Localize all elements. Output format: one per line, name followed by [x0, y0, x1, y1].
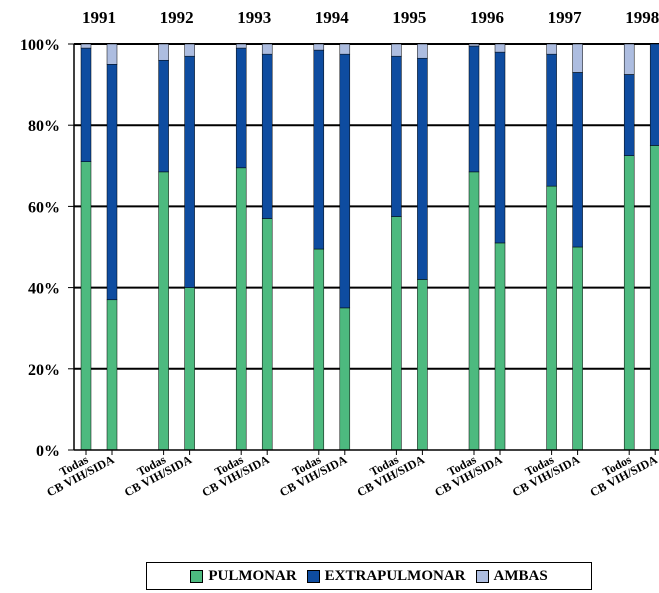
y-tick-label: 80%	[28, 118, 60, 135]
legend-item-extrapulmonar: EXTRAPULMONAR	[306, 567, 466, 585]
bar-segment-ambas	[417, 43, 428, 59]
bar-segment-pulmonar	[391, 216, 402, 451]
bar-segment-pulmonar	[80, 161, 92, 451]
bar-segment-pulmonar	[417, 279, 428, 451]
bar-segment-extrapulmonar	[80, 47, 92, 162]
bar-segment-extrapulmonar	[468, 45, 480, 173]
year-label: 1995	[392, 8, 426, 27]
bar-segment-pulmonar	[468, 171, 480, 451]
bar-segment-extrapulmonar	[623, 74, 635, 156]
bar-segment-ambas	[106, 43, 118, 65]
y-tick-labels: 0% 20% 40% 60% 80% 100%	[20, 37, 60, 460]
bar-segment-ambas	[235, 43, 247, 49]
bar-segment-extrapulmonar	[649, 43, 659, 146]
year-label: 1992	[160, 8, 194, 27]
year-label: 1991	[82, 8, 116, 27]
legend: PULMONAR EXTRAPULMONAR AMBAS	[146, 562, 592, 590]
grid-lines	[74, 43, 659, 370]
bar-segment-pulmonar	[313, 248, 325, 451]
bar-segment-extrapulmonar	[261, 53, 273, 219]
bar-segment-pulmonar	[546, 185, 557, 451]
bar-segment-ambas	[468, 43, 480, 47]
bar-segment-pulmonar	[261, 218, 273, 451]
bar-segment-pulmonar	[184, 287, 195, 451]
bar-segment-ambas	[184, 43, 195, 57]
y-tick-label: 20%	[28, 362, 60, 379]
legend-label-ambas: AMBAS	[493, 567, 548, 584]
bar-segment-extrapulmonar	[339, 53, 351, 309]
bar-segment-pulmonar	[106, 299, 118, 451]
year-label: 1994	[315, 8, 350, 27]
bar-segment-extrapulmonar	[184, 55, 195, 288]
bar-segment-ambas	[391, 43, 402, 57]
year-label: 1998	[625, 8, 659, 27]
year-label: 1996	[470, 8, 504, 27]
year-labels: 1991 1992 1993 1994 1995 1996 1997 1998	[82, 8, 659, 27]
legend-item-ambas: AMBAS	[475, 567, 548, 585]
year-label: 1993	[237, 8, 271, 27]
y-tick-label: 60%	[28, 199, 60, 216]
bar-segment-extrapulmonar	[158, 59, 169, 173]
bar-segment-pulmonar	[339, 307, 351, 451]
bar-segment-pulmonar	[623, 155, 635, 451]
extrapulmonar-swatch	[306, 569, 320, 583]
bar-segment-extrapulmonar	[546, 53, 557, 187]
bar-segment-ambas	[546, 43, 557, 55]
bar-segment-pulmonar	[494, 242, 506, 451]
bar-segment-pulmonar	[158, 171, 169, 451]
bar-segment-pulmonar	[572, 246, 583, 451]
legend-label-pulmonar: PULMONAR	[208, 567, 297, 584]
bar-segment-ambas	[313, 43, 325, 51]
bar-segment-pulmonar	[649, 145, 659, 451]
pulmonar-swatch	[190, 569, 204, 583]
bar-segment-extrapulmonar	[106, 64, 118, 301]
bar-segment-extrapulmonar	[313, 49, 325, 250]
bar-segment-extrapulmonar	[417, 57, 428, 280]
y-tick-label: 40%	[28, 281, 60, 298]
bar-segment-ambas	[261, 43, 273, 55]
y-tick-label: 100%	[20, 37, 60, 54]
bar-segment-ambas	[494, 43, 506, 53]
bar-segment-ambas	[623, 43, 635, 75]
bar-segment-ambas	[80, 43, 92, 49]
bar-segment-pulmonar	[235, 167, 247, 451]
legend-item-pulmonar: PULMONAR	[190, 567, 297, 585]
bar-segment-extrapulmonar	[572, 72, 583, 248]
year-label: 1997	[548, 8, 583, 27]
legend-label-extrapulmonar: EXTRAPULMONAR	[324, 567, 466, 584]
bars	[80, 43, 659, 451]
bar-segment-ambas	[158, 43, 169, 61]
ambas-swatch	[475, 569, 489, 583]
bar-segment-extrapulmonar	[235, 47, 247, 169]
axes	[68, 43, 659, 455]
bar-segment-ambas	[339, 43, 351, 55]
bar-segment-extrapulmonar	[494, 51, 506, 244]
y-tick-label: 0%	[36, 443, 60, 460]
bar-segment-ambas	[572, 43, 583, 73]
bar-segment-extrapulmonar	[391, 55, 402, 217]
